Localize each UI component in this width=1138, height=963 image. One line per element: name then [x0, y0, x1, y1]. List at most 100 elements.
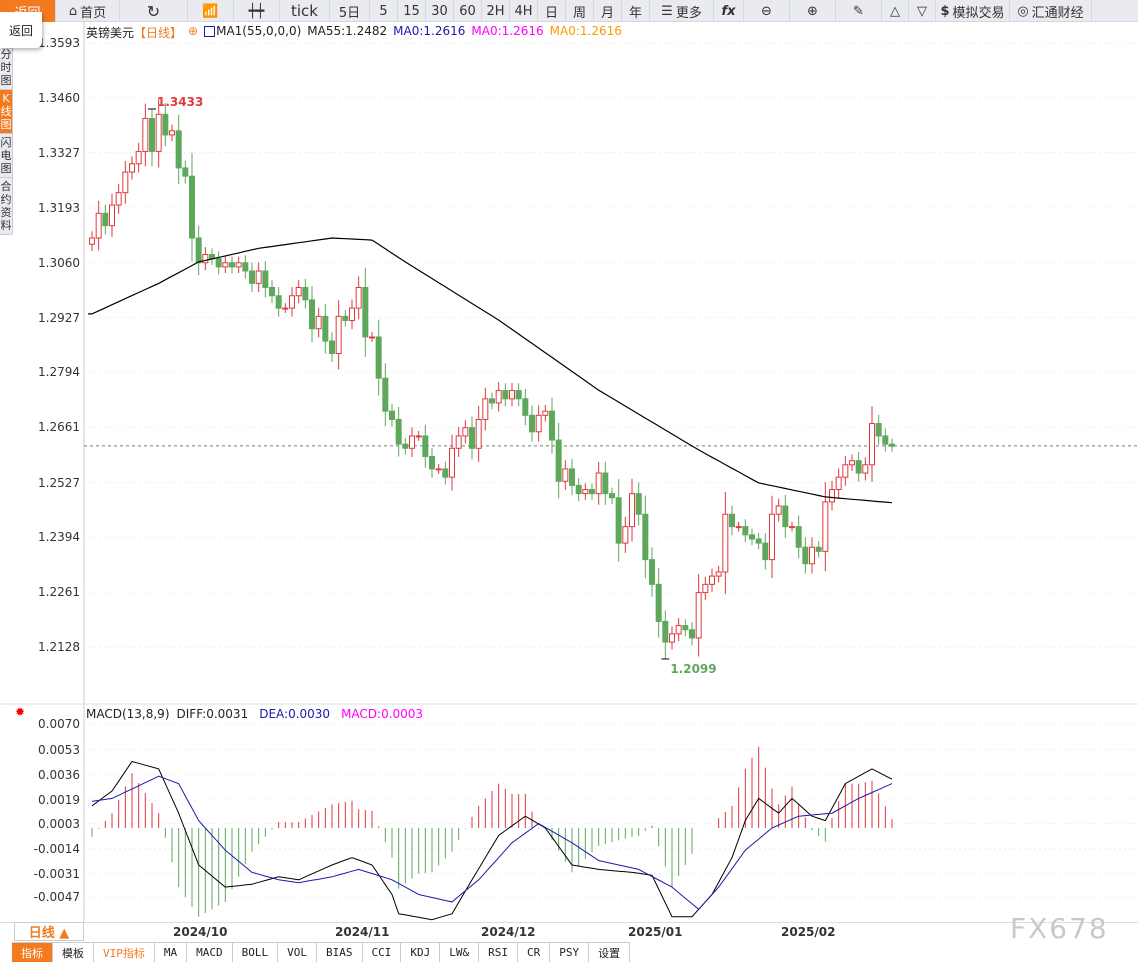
zoom-in-icon: ⊕: [807, 3, 818, 19]
period-button[interactable]: 月: [594, 0, 622, 22]
candle-body: [489, 398, 495, 404]
candle-body: [495, 390, 502, 404]
candle-body: [442, 468, 449, 478]
y-tick-label: 1.2527: [38, 475, 80, 490]
diff-value: DIFF:0.0031: [176, 707, 249, 721]
zoom-out-button[interactable]: ⊖: [744, 0, 790, 22]
indicator-tab[interactable]: LW&: [440, 943, 480, 962]
candle-body: [155, 113, 162, 152]
sidebar-item-contract[interactable]: 合约资料: [0, 178, 12, 235]
indicator-tab[interactable]: 指标: [12, 943, 53, 962]
candle-body: [589, 489, 595, 495]
scroll-down-button[interactable]: ▽: [909, 0, 936, 22]
indicator-tab[interactable]: RSI: [479, 943, 518, 962]
candle-body: [682, 625, 689, 631]
period-selector[interactable]: 日线 ▲: [14, 922, 84, 941]
period-button[interactable]: 5日: [330, 0, 370, 22]
extreme-label: 1.3433: [157, 95, 203, 109]
period-button[interactable]: 周: [566, 0, 594, 22]
candle-body: [435, 468, 442, 471]
back-popup[interactable]: 返回: [0, 12, 42, 48]
ma0-value-orange: MA0:1.2616: [549, 24, 622, 38]
candle-body: [242, 262, 249, 272]
indicator-tab[interactable]: MA: [155, 943, 188, 962]
brand-button[interactable]: ◎ 汇通财经: [1010, 0, 1092, 22]
period-button[interactable]: 5: [370, 0, 398, 22]
candle-body: [775, 505, 782, 515]
period-button[interactable]: 年: [622, 0, 650, 22]
candle-body: [815, 546, 822, 552]
candle-body: [782, 505, 789, 528]
candle-button[interactable]: ┿┿: [234, 0, 280, 22]
candle-body: [642, 513, 649, 561]
y-tick-label: 1.3327: [38, 145, 80, 160]
indicator-tab[interactable]: KDJ: [401, 943, 441, 962]
zoom-in-button[interactable]: ⊕: [790, 0, 836, 22]
indicator-settings-icon[interactable]: ✹: [15, 705, 26, 719]
x-tick-label: 2024/10: [173, 925, 228, 939]
candle-body: [802, 546, 809, 565]
candle-body: [422, 435, 429, 458]
menu-icon: ☰: [661, 3, 673, 19]
macd-value: MACD:0.0003: [341, 707, 424, 721]
more-button[interactable]: ☰ 更多: [650, 0, 714, 22]
candle-body: [889, 443, 895, 447]
sidebar-item-timeshare[interactable]: 分时图: [0, 22, 12, 90]
indicator-tab[interactable]: MACD: [187, 943, 233, 962]
chart-canvas[interactable]: 1.3433 1.2099: [0, 22, 1138, 922]
period-button[interactable]: 日: [538, 0, 566, 22]
tick-button[interactable]: tick: [280, 0, 330, 22]
candle-body: [689, 629, 695, 639]
formula-button[interactable]: fx: [714, 0, 744, 22]
indicator-tab[interactable]: CR: [518, 943, 551, 962]
ma-settings-icon[interactable]: [204, 26, 216, 37]
candle-body: [275, 295, 282, 309]
period-button[interactable]: 4H: [510, 0, 538, 22]
indicator-tab[interactable]: CCI: [363, 943, 402, 962]
candle-body: [462, 427, 469, 437]
candle-body: [469, 427, 475, 449]
sidebar: 分时图 K线图 闪电图 合约资料: [0, 22, 13, 235]
candle-body: [175, 130, 182, 169]
sim-trade-button[interactable]: $ 模拟交易: [936, 0, 1010, 22]
period-button[interactable]: 15: [398, 0, 426, 22]
scroll-up-button[interactable]: △: [882, 0, 909, 22]
crosshair-icon[interactable]: ⊕: [188, 24, 199, 38]
candle-body: [515, 390, 522, 400]
sidebar-item-kline[interactable]: K线图: [0, 90, 12, 134]
candle-body: [289, 295, 295, 309]
candle-body: [215, 258, 222, 268]
indicator-tab[interactable]: VIP指标: [94, 943, 155, 962]
line-chart-button[interactable]: 📶: [188, 0, 234, 22]
candle-body: [135, 150, 142, 165]
period-button[interactable]: 60: [454, 0, 482, 22]
candle-body: [662, 620, 669, 643]
triangle-up-icon: △: [890, 3, 900, 19]
sidebar-item-flash[interactable]: 闪电图: [0, 134, 12, 178]
period-button[interactable]: 30: [426, 0, 454, 22]
candle-body: [755, 538, 762, 544]
macd-y-tick-label: 0.0036: [38, 767, 80, 782]
candle-body: [555, 439, 562, 482]
candle-body: [702, 583, 709, 594]
candle-body: [595, 472, 602, 495]
refresh-button[interactable]: ↻: [120, 0, 188, 22]
period-button[interactable]: 2H: [482, 0, 510, 22]
brand-label: 汇通财经: [1031, 5, 1084, 21]
indicator-tab[interactable]: VOL: [278, 943, 317, 962]
candle-body: [869, 423, 875, 466]
macd-name: MACD(13,8,9): [86, 707, 170, 721]
home-button[interactable]: ⌂ 首页: [56, 0, 120, 22]
candle-body: [575, 484, 582, 495]
draw-button[interactable]: ✎: [836, 0, 882, 22]
indicator-tab[interactable]: BIAS: [317, 943, 363, 962]
indicator-tab[interactable]: BOLL: [233, 943, 279, 962]
indicator-tab[interactable]: 模板: [53, 943, 94, 962]
candle-body: [182, 167, 189, 177]
candle-body: [875, 423, 882, 437]
candle-body: [129, 163, 135, 173]
indicator-tab[interactable]: 设置: [589, 943, 631, 962]
ma55-value: MA55:1.2482: [307, 24, 388, 38]
indicator-tab[interactable]: PSY: [550, 943, 590, 962]
candle-body: [249, 270, 255, 284]
